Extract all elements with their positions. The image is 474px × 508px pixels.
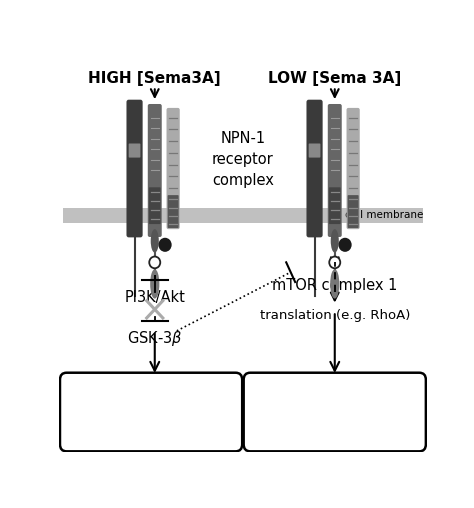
FancyBboxPatch shape xyxy=(166,108,180,229)
Text: PS-independent
collapse: PS-independent collapse xyxy=(102,397,208,427)
Text: GSK-3$\beta$: GSK-3$\beta$ xyxy=(127,329,182,348)
FancyBboxPatch shape xyxy=(329,187,341,224)
Text: mTOR complex 1: mTOR complex 1 xyxy=(272,278,398,293)
FancyBboxPatch shape xyxy=(148,104,162,237)
FancyBboxPatch shape xyxy=(347,195,359,228)
Bar xyxy=(63,208,423,224)
Text: HIGH [Sema3A]: HIGH [Sema3A] xyxy=(89,71,221,86)
FancyBboxPatch shape xyxy=(328,104,342,237)
Text: PI3K/Akt: PI3K/Akt xyxy=(124,290,185,305)
FancyBboxPatch shape xyxy=(307,100,323,237)
Text: NPN-1
receptor
complex: NPN-1 receptor complex xyxy=(212,132,274,188)
Circle shape xyxy=(338,238,352,252)
FancyBboxPatch shape xyxy=(346,108,360,229)
Ellipse shape xyxy=(150,269,159,299)
Text: cell membrane: cell membrane xyxy=(345,210,423,220)
FancyBboxPatch shape xyxy=(168,195,179,228)
Text: PS-dependent
collapse: PS-dependent collapse xyxy=(288,397,382,427)
FancyBboxPatch shape xyxy=(309,143,320,157)
FancyBboxPatch shape xyxy=(149,187,161,224)
FancyBboxPatch shape xyxy=(127,100,143,237)
Circle shape xyxy=(329,257,340,268)
Ellipse shape xyxy=(151,229,159,252)
Text: LOW [Sema 3A]: LOW [Sema 3A] xyxy=(268,71,401,86)
Text: translation (e.g. RhoA): translation (e.g. RhoA) xyxy=(260,309,410,323)
FancyBboxPatch shape xyxy=(128,143,140,157)
Ellipse shape xyxy=(330,269,339,299)
FancyBboxPatch shape xyxy=(244,373,426,451)
Ellipse shape xyxy=(331,229,339,252)
Circle shape xyxy=(149,257,160,268)
Circle shape xyxy=(158,238,172,252)
FancyBboxPatch shape xyxy=(60,373,242,451)
